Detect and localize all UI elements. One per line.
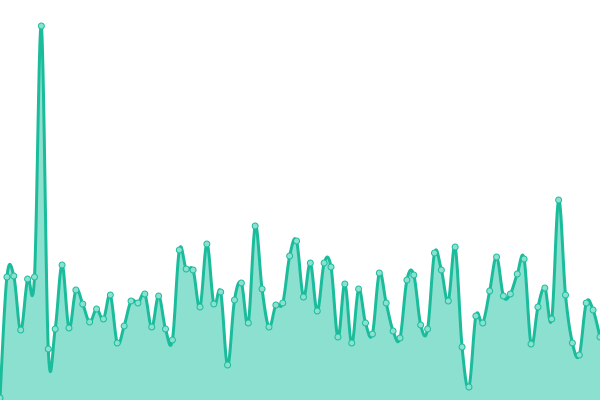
data-point-36 xyxy=(244,319,252,327)
data-point-37 xyxy=(251,222,259,230)
data-point-74 xyxy=(506,290,514,298)
data-point-64 xyxy=(437,266,445,274)
series-area-fill xyxy=(0,25,600,400)
data-point-84 xyxy=(575,351,583,359)
data-point-13 xyxy=(86,318,94,326)
data-point-72 xyxy=(493,253,501,261)
data-point-52 xyxy=(355,285,363,293)
data-point-63 xyxy=(430,249,438,257)
data-point-18 xyxy=(120,322,128,330)
data-point-43 xyxy=(293,237,301,245)
data-point-5 xyxy=(30,273,38,281)
data-point-44 xyxy=(299,293,307,301)
data-point-29 xyxy=(196,303,204,311)
data-point-57 xyxy=(389,327,397,335)
data-point-30 xyxy=(203,240,211,248)
data-point-9 xyxy=(58,261,66,269)
data-point-23 xyxy=(155,292,163,300)
data-point-7 xyxy=(44,345,52,353)
data-point-79 xyxy=(541,284,549,292)
data-point-65 xyxy=(444,297,452,305)
data-point-10 xyxy=(65,324,73,332)
data-point-51 xyxy=(348,339,356,347)
data-point-12 xyxy=(79,300,87,308)
series-line xyxy=(0,24,600,399)
data-point-19 xyxy=(127,297,135,305)
data-point-27 xyxy=(182,265,190,273)
data-point-61 xyxy=(417,321,425,329)
data-point-78 xyxy=(534,303,542,311)
data-point-39 xyxy=(265,323,273,331)
data-point-80 xyxy=(548,315,556,323)
data-point-54 xyxy=(368,330,376,338)
data-point-42 xyxy=(286,252,294,260)
data-point-55 xyxy=(375,269,383,277)
data-point-56 xyxy=(382,299,390,307)
data-point-69 xyxy=(472,312,480,320)
data-point-14 xyxy=(93,305,101,313)
data-point-33 xyxy=(224,361,232,369)
data-point-86 xyxy=(589,306,597,314)
data-point-38 xyxy=(258,285,266,293)
data-point-49 xyxy=(334,333,342,341)
data-point-40 xyxy=(272,301,280,309)
data-point-4 xyxy=(24,275,32,283)
data-points xyxy=(0,22,600,400)
data-point-16 xyxy=(106,291,114,299)
data-point-85 xyxy=(582,299,590,307)
data-point-59 xyxy=(403,276,411,284)
data-point-58 xyxy=(396,334,404,342)
data-point-60 xyxy=(410,271,418,279)
data-point-77 xyxy=(527,340,535,348)
data-point-35 xyxy=(237,279,245,287)
data-point-81 xyxy=(555,196,563,204)
data-point-75 xyxy=(513,270,521,278)
data-point-28 xyxy=(189,266,197,274)
data-point-82 xyxy=(562,291,570,299)
data-point-21 xyxy=(141,290,149,298)
data-point-0 xyxy=(0,394,4,400)
data-point-22 xyxy=(148,323,156,331)
data-point-6 xyxy=(37,22,45,30)
data-point-26 xyxy=(175,246,183,254)
data-point-25 xyxy=(168,336,176,344)
data-point-70 xyxy=(479,319,487,327)
data-point-83 xyxy=(568,339,576,347)
data-point-11 xyxy=(72,286,80,294)
data-point-31 xyxy=(210,300,218,308)
data-point-41 xyxy=(279,299,287,307)
data-point-32 xyxy=(217,288,225,296)
data-point-1 xyxy=(3,273,11,281)
data-point-3 xyxy=(17,326,25,334)
data-point-67 xyxy=(458,343,466,351)
data-point-76 xyxy=(520,255,528,263)
data-point-17 xyxy=(113,339,121,347)
data-point-24 xyxy=(162,325,170,333)
data-point-50 xyxy=(341,280,349,288)
data-point-8 xyxy=(51,325,59,333)
data-point-71 xyxy=(486,287,494,295)
data-point-68 xyxy=(465,383,473,391)
data-point-45 xyxy=(306,259,314,267)
data-point-15 xyxy=(99,315,107,323)
data-point-66 xyxy=(451,243,459,251)
data-point-73 xyxy=(499,292,507,300)
data-point-20 xyxy=(134,299,142,307)
data-point-62 xyxy=(424,325,432,333)
data-point-2 xyxy=(10,272,18,280)
data-point-48 xyxy=(327,263,335,271)
data-point-87 xyxy=(596,333,600,341)
data-point-53 xyxy=(362,319,370,327)
data-point-47 xyxy=(320,259,328,267)
data-point-34 xyxy=(230,296,238,304)
data-point-46 xyxy=(313,307,321,315)
